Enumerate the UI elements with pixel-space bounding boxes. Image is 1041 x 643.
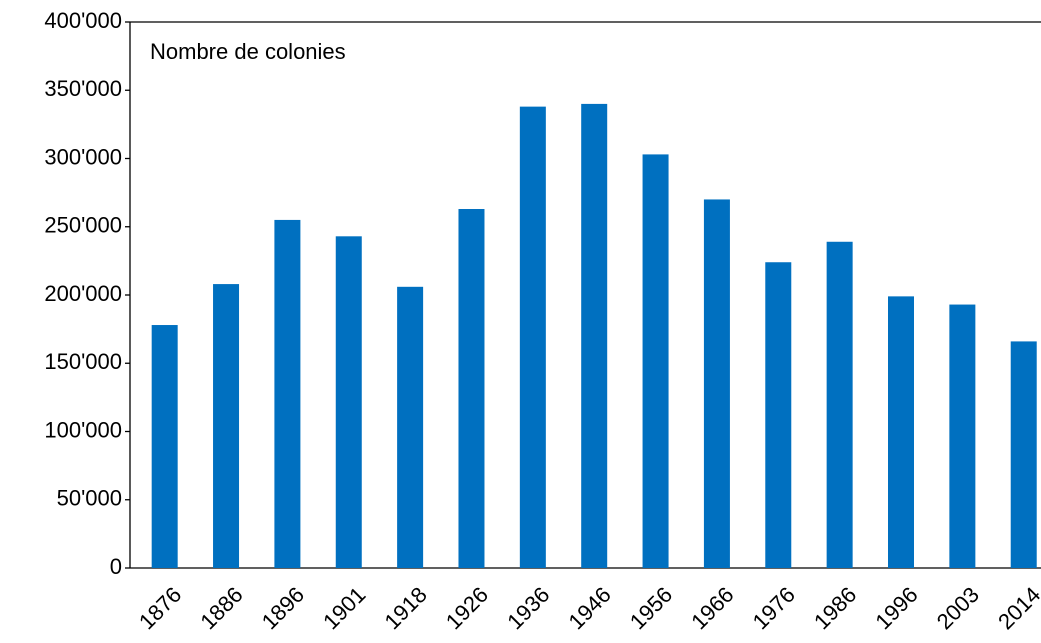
bar xyxy=(458,209,485,568)
bar xyxy=(151,325,178,568)
x-tick-label: 1896 xyxy=(257,582,309,634)
bar xyxy=(826,241,853,568)
y-tick-label: 150'000 xyxy=(44,349,122,374)
bar xyxy=(397,286,424,568)
bar xyxy=(213,284,240,568)
y-tick-label: 200'000 xyxy=(44,281,122,306)
y-tick-label: 50'000 xyxy=(57,486,122,511)
y-tick-label: 250'000 xyxy=(44,213,122,238)
bar xyxy=(888,296,914,568)
x-tick-label: 1901 xyxy=(318,582,370,634)
bar xyxy=(335,236,362,568)
x-tick-label: 1876 xyxy=(134,582,186,634)
y-tick-label: 0 xyxy=(110,554,122,579)
x-tick-label: 1976 xyxy=(748,582,800,634)
annotation: Nombre de colonies xyxy=(150,39,346,64)
bar xyxy=(703,199,730,568)
x-tick-label: 1926 xyxy=(441,582,493,634)
x-tick-label: 1946 xyxy=(564,582,616,634)
x-tick-label: 1918 xyxy=(379,582,431,634)
bar xyxy=(274,219,301,569)
bar xyxy=(949,304,976,568)
x-tick-label: 1956 xyxy=(625,582,677,634)
x-tick-label: 1886 xyxy=(195,582,247,634)
bar xyxy=(1010,341,1037,568)
bar xyxy=(765,262,792,568)
bar xyxy=(519,106,546,568)
x-tick-label: 1996 xyxy=(870,582,922,634)
x-tick-label: 1986 xyxy=(809,582,861,634)
y-tick-label: 400'000 xyxy=(44,8,122,33)
x-tick-label: 2014 xyxy=(993,582,1041,634)
y-tick-label: 300'000 xyxy=(44,144,122,169)
x-tick-label: 1936 xyxy=(502,582,554,634)
y-tick-label: 100'000 xyxy=(44,417,122,442)
bar xyxy=(581,103,608,569)
bar xyxy=(642,154,669,568)
y-tick-label: 350'000 xyxy=(44,76,122,101)
x-tick-label: 2003 xyxy=(932,582,984,634)
x-tick-label: 1966 xyxy=(686,582,738,634)
